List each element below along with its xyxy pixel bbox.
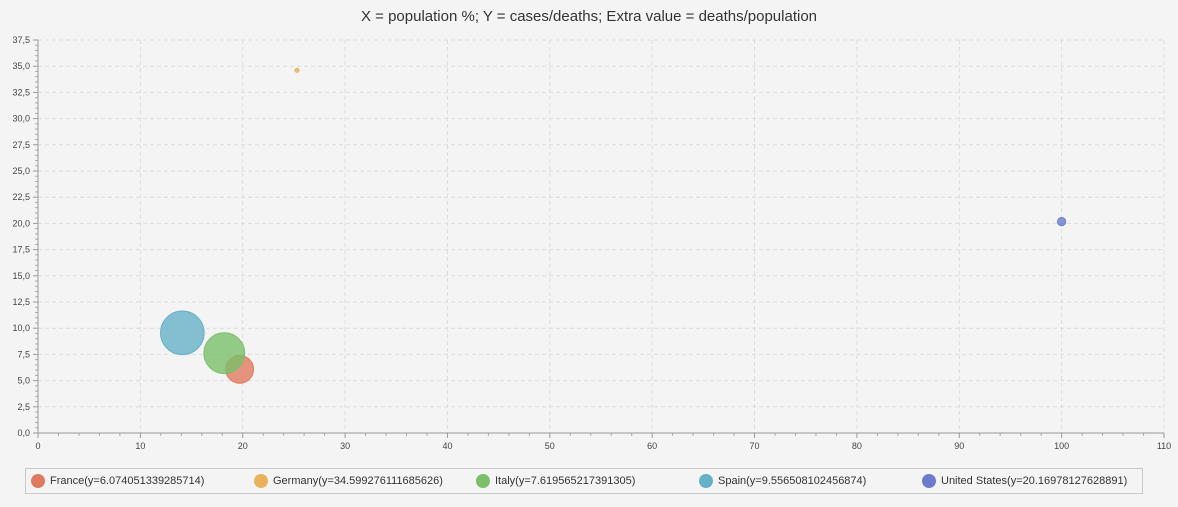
bubble-italy[interactable] (203, 332, 246, 375)
y-tick-label: 25,0 (12, 166, 30, 176)
y-tick-label: 15,0 (12, 271, 30, 281)
legend-swatch (476, 474, 490, 488)
y-tick-label: 5,0 (17, 376, 30, 386)
x-tick-label: 110 (1157, 441, 1171, 451)
x-tick-label: 40 (442, 441, 452, 451)
legend: France(y=6.074051339285714) Germany(y=34.… (25, 468, 1143, 494)
y-tick-label: 20,0 (12, 218, 30, 228)
y-tick-label: 7,5 (17, 349, 30, 359)
legend-item-spain[interactable]: Spain(y=9.556508102456874) (699, 474, 866, 488)
grid-lines (38, 39, 1165, 433)
legend-label: Germany(y=34.599276111685626) (273, 475, 443, 487)
legend-swatch (31, 474, 45, 488)
legend-label: Italy(y=7.619565217391305) (495, 475, 636, 487)
legend-label: United States(y=20.16978127628891) (941, 475, 1128, 487)
bubble-germany[interactable] (294, 67, 300, 73)
legend-item-italy[interactable]: Italy(y=7.619565217391305) (476, 474, 635, 488)
x-tick-label: 100 (1054, 441, 1069, 451)
bubble-spain[interactable] (160, 310, 205, 356)
x-tick-label: 10 (135, 441, 145, 451)
y-tick-label: 0,0 (17, 428, 30, 438)
y-tick-label: 35,0 (12, 61, 30, 71)
bubble-united-states[interactable] (1057, 217, 1067, 227)
x-tick-label: 50 (545, 441, 555, 451)
legend-label: Spain(y=9.556508102456874) (718, 475, 867, 487)
y-tick-label: 32,5 (12, 87, 30, 97)
y-tick-label: 2,5 (17, 402, 30, 412)
legend-swatch (922, 474, 936, 488)
x-tick-label: 30 (340, 441, 350, 451)
bubbles (160, 67, 1067, 384)
chart-title: X = population %; Y = cases/deaths; Extr… (360, 8, 817, 25)
x-tick-label: 90 (954, 441, 964, 451)
y-tick-label: 37,5 (12, 35, 30, 45)
y-tick-label: 10,0 (12, 323, 30, 333)
x-tick-label: 20 (238, 441, 248, 451)
y-tick-label: 17,5 (12, 245, 30, 255)
x-tick-label: 80 (852, 441, 862, 451)
y-tick-label: 30,0 (12, 114, 30, 124)
y-tick-label: 12,5 (12, 297, 30, 307)
y-tick-label: 22,5 (12, 192, 30, 202)
legend-item-united-states[interactable]: United States(y=20.16978127628891) (922, 474, 1127, 488)
plot-area (38, 40, 1164, 433)
axes: 0 10 20 30 40 50 60 70 80 90 100 110 0,0 2,5 5,0 7,5 10,… (12, 35, 1171, 451)
x-tick-label: 0 (35, 441, 40, 451)
legend-item-germany[interactable]: Germany(y=34.599276111685626) (254, 474, 443, 488)
x-tick-label: 70 (750, 441, 760, 451)
y-tick-label: 27,5 (12, 140, 30, 150)
legend-swatch (254, 474, 268, 488)
legend-swatch (699, 474, 713, 488)
legend-item-france[interactable]: France(y=6.074051339285714) (31, 474, 204, 488)
legend-label: France(y=6.074051339285714) (50, 475, 205, 487)
x-tick-label: 60 (647, 441, 657, 451)
